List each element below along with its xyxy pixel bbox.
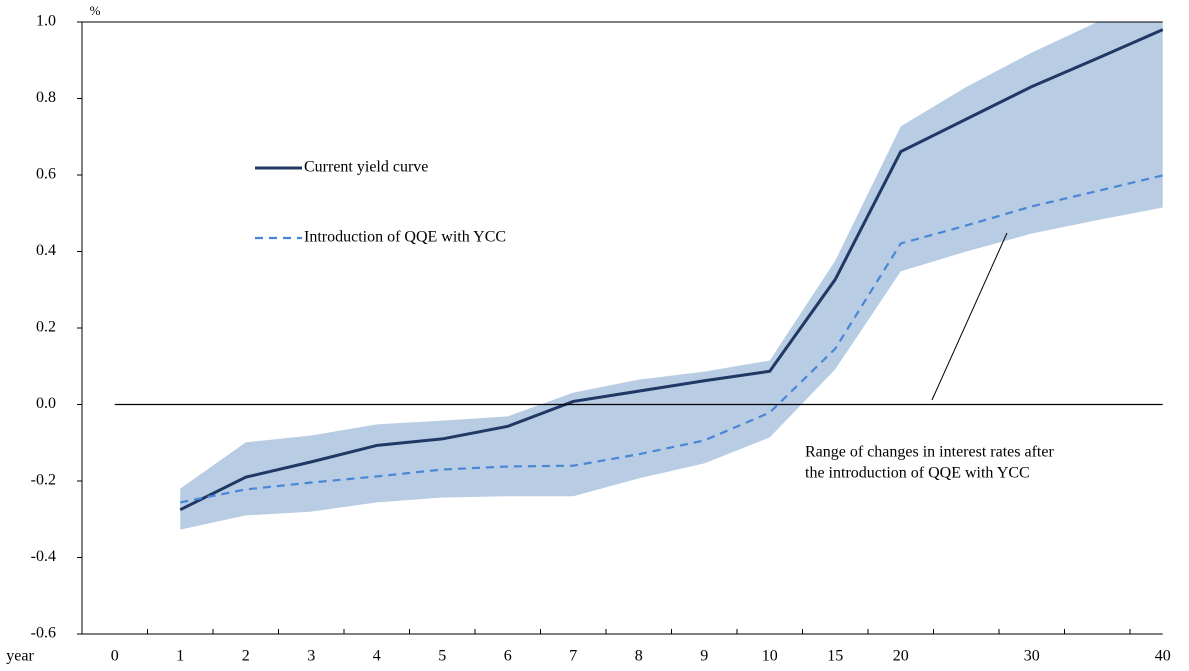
y-tick-label: -0.6	[31, 625, 56, 642]
y-tick-label: 0.6	[36, 166, 56, 183]
series-line	[179, 28, 1164, 512]
x-tick-label: 15	[827, 648, 843, 665]
y-tick-label: -0.2	[31, 472, 56, 489]
annotation: the introduction of QQE with YCC	[805, 465, 1030, 482]
x-unit: year	[6, 648, 34, 665]
range-band	[180, 22, 1163, 530]
y-tick-label: 0.0	[36, 395, 56, 412]
x-tick-label: 9	[700, 648, 708, 665]
x-tick-label: 1	[176, 648, 184, 665]
y-tick-label: 0.4	[36, 242, 56, 259]
x-tick-label: 5	[438, 648, 446, 665]
legend-label: Introduction of QQE with YCC	[304, 229, 506, 246]
legend-label: Current yield curve	[304, 159, 428, 176]
x-tick-label: 30	[1024, 648, 1040, 665]
y-tick-label: 0.2	[36, 319, 56, 336]
x-tick-label: 10	[762, 648, 778, 665]
y-tick-label: 0.8	[36, 89, 56, 106]
x-tick-label: 0	[111, 648, 119, 665]
y-tick-label: 1.0	[36, 13, 56, 30]
x-tick-label: 4	[373, 648, 381, 665]
y-tick-label: -0.4	[31, 548, 56, 565]
x-tick-label: 2	[242, 648, 250, 665]
x-tick-label: 8	[635, 648, 643, 665]
series-line	[180, 174, 1164, 504]
annotation-pointer	[931, 232, 1008, 401]
annotation: Range of changes in interest rates after	[805, 444, 1054, 461]
x-tick-label: 3	[307, 648, 315, 665]
y-unit: %	[90, 3, 101, 18]
x-tick-label: 7	[569, 648, 577, 665]
band-layer	[179, 22, 1164, 530]
x-tick-label: 40	[1155, 648, 1171, 665]
x-tick-label: 20	[893, 648, 909, 665]
x-tick-label: 6	[504, 648, 512, 665]
